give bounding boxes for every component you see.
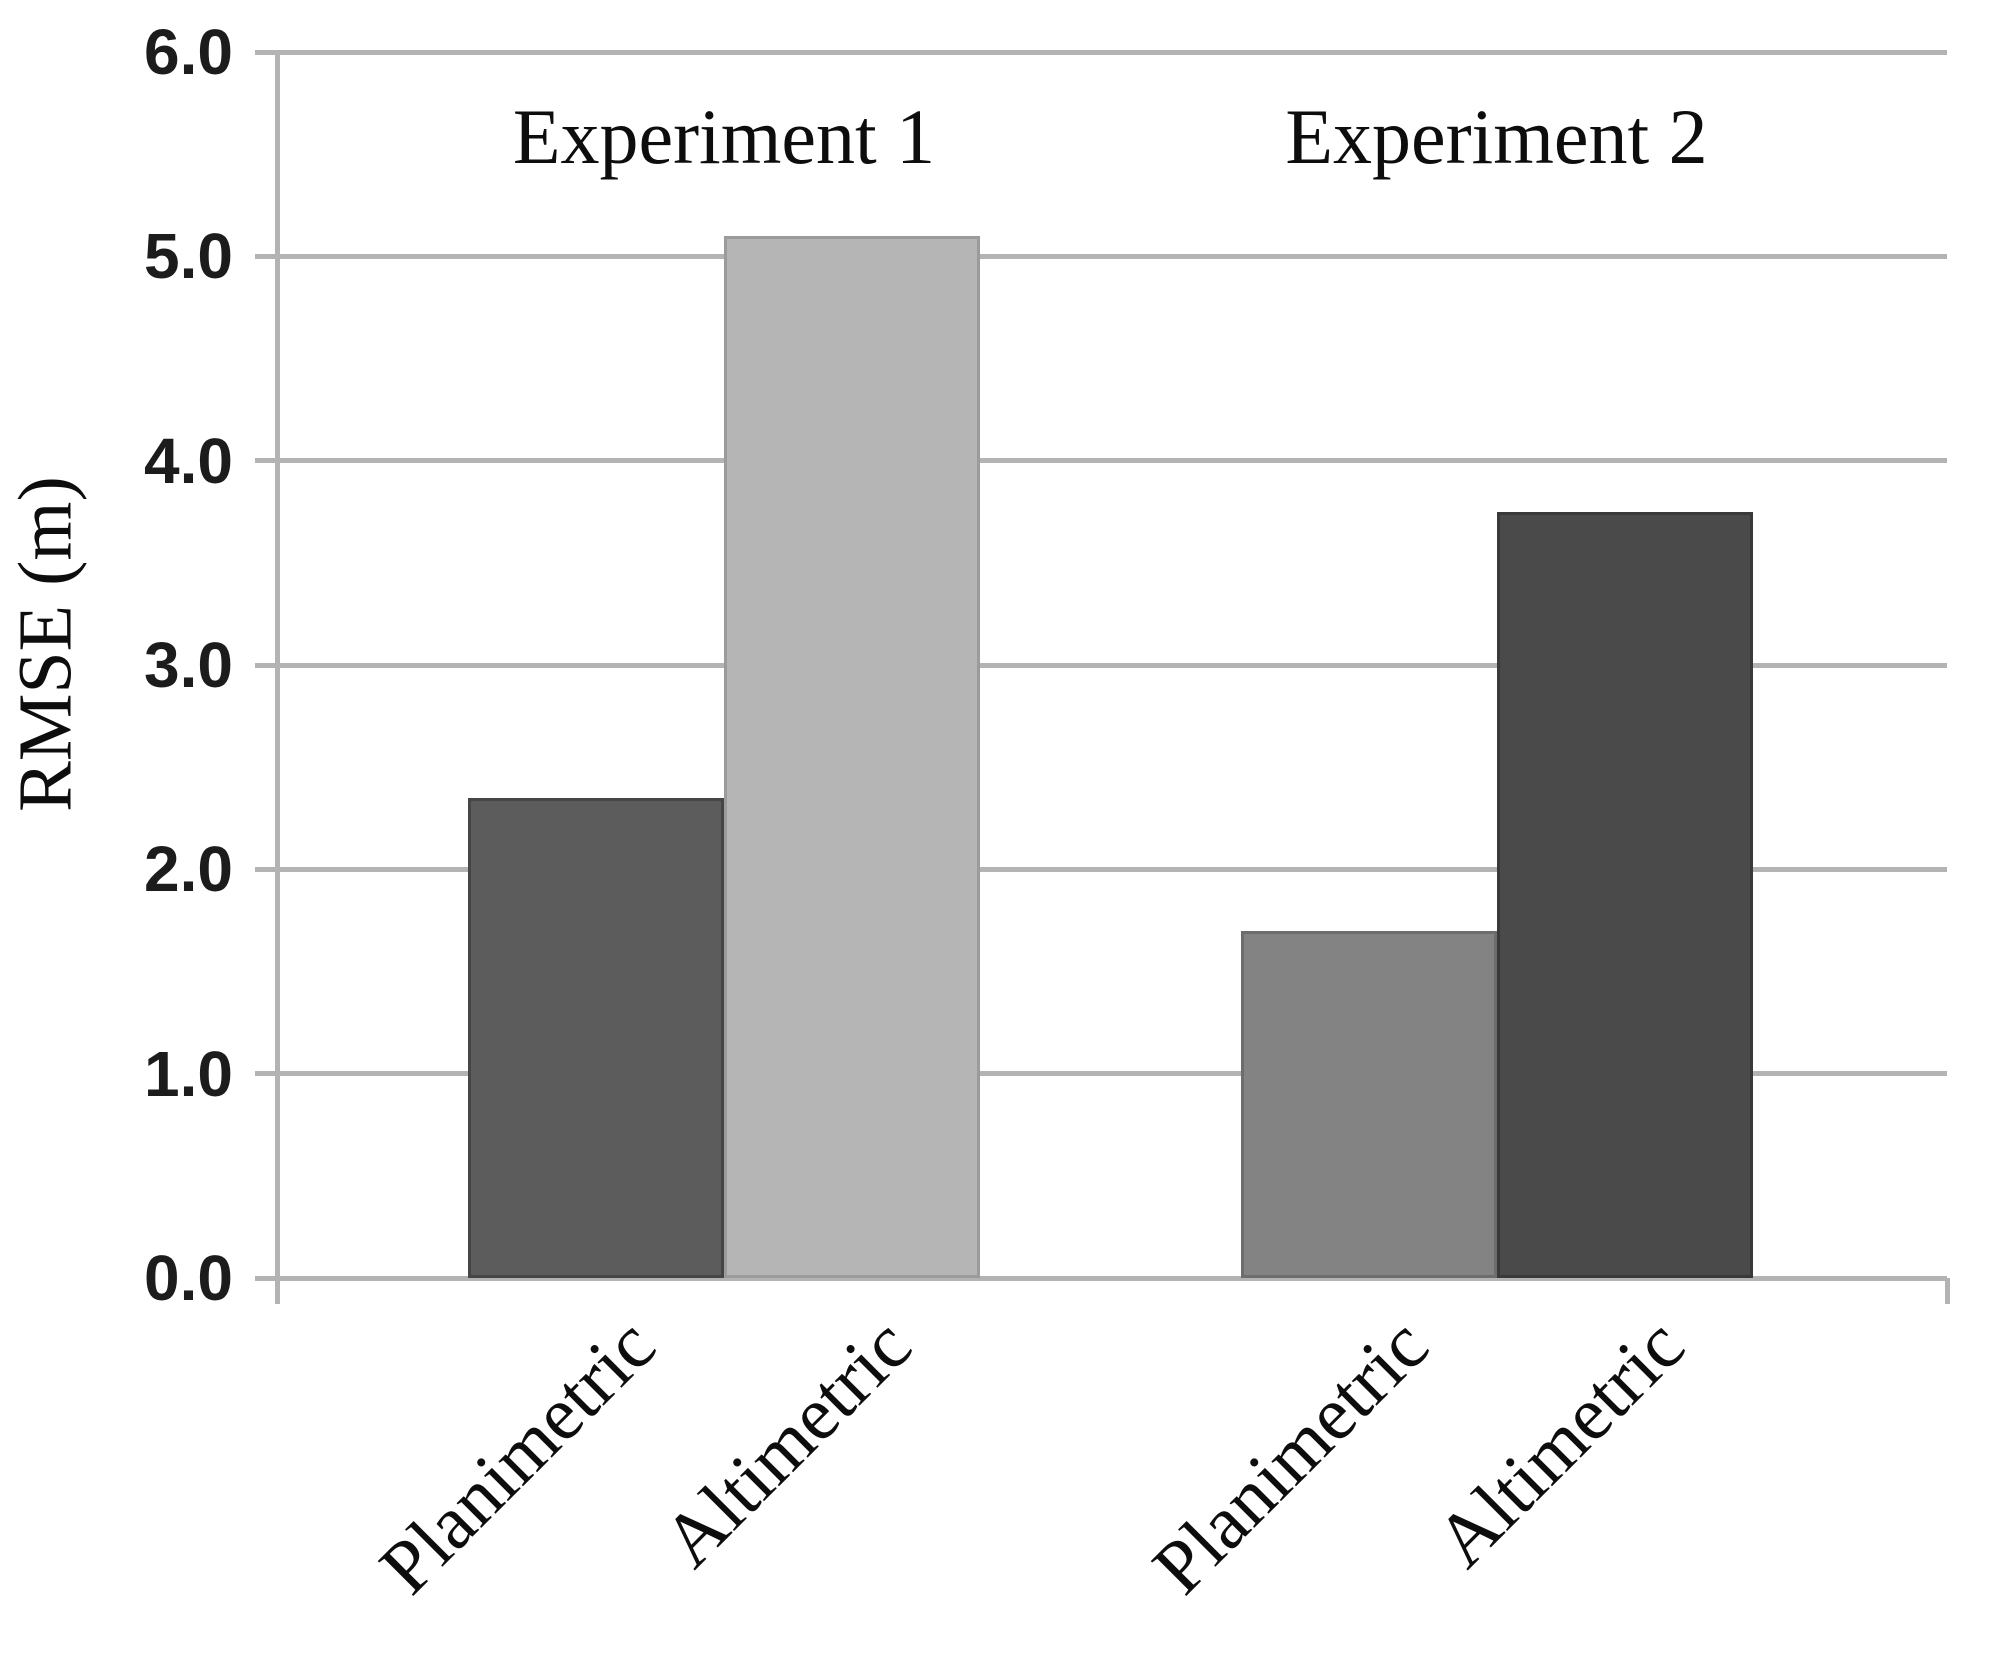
x-category-label: Altimetric [1419, 1302, 1700, 1583]
bar-experiment-2-altimetric [1496, 511, 1753, 1278]
gridline [255, 1275, 1947, 1281]
bar-experiment-1-planimetric [468, 797, 724, 1278]
y-tick-label: 2.0 [144, 833, 233, 906]
gridline [255, 662, 1947, 668]
bar-experiment-2-planimetric [1240, 930, 1497, 1278]
x-category-label: Planimetric [363, 1302, 672, 1610]
y-tick-label: 4.0 [144, 424, 233, 497]
y-tick-label: 1.0 [144, 1037, 233, 1110]
y-tick-label: 5.0 [144, 220, 233, 293]
gridline [255, 866, 1947, 872]
x-category-label: Planimetric [1136, 1302, 1444, 1610]
y-tick-label: 0.0 [144, 1242, 233, 1314]
x-category-label: Altimetric [646, 1302, 928, 1583]
gridline [255, 253, 1947, 259]
group-label: Experiment 1 [512, 93, 936, 180]
x-axis-right-tick [1944, 1278, 1950, 1304]
gridline [255, 458, 1947, 464]
bar-experiment-1-altimetric [724, 235, 980, 1278]
gridline [255, 1071, 1947, 1077]
y-axis-line [274, 50, 280, 1304]
y-tick-label: 6.0 [144, 16, 233, 88]
y-tick-label: 3.0 [144, 629, 233, 701]
gridline [255, 49, 1947, 55]
group-label: Experiment 2 [1285, 93, 1708, 180]
